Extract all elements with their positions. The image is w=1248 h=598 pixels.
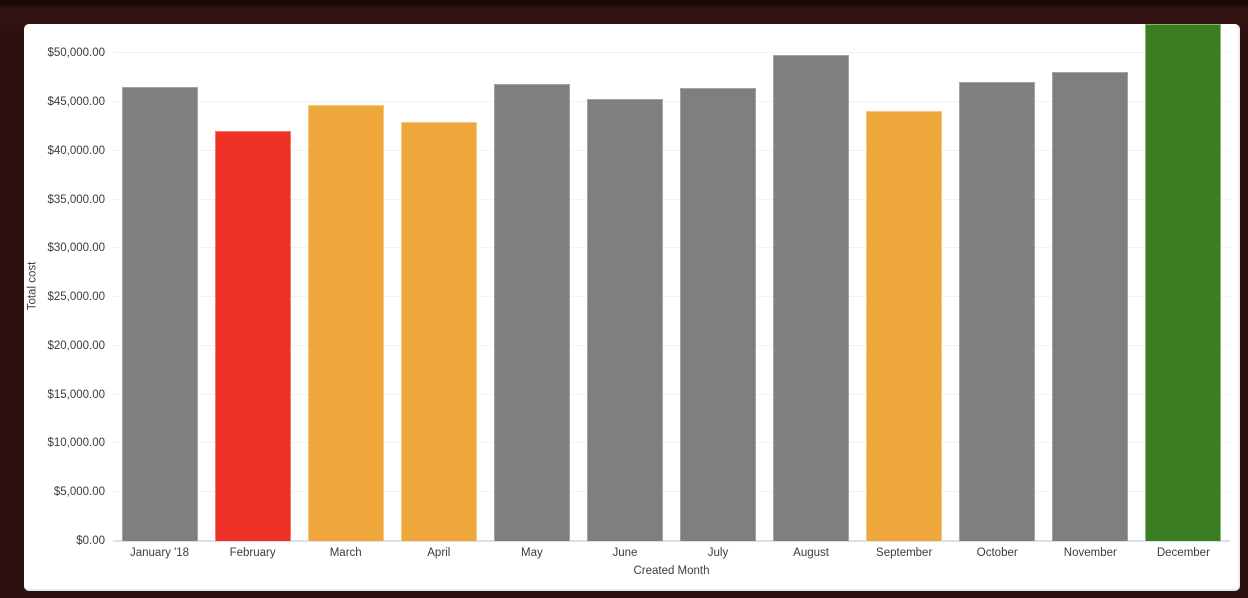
gridline (113, 442, 1230, 444)
x-tick-label: June (612, 547, 638, 559)
gridline (113, 101, 1230, 103)
bar-slot (485, 24, 578, 541)
bar-slot (113, 24, 206, 541)
gridline (113, 149, 1230, 151)
y-tick-label: $40,000.00 (47, 144, 105, 157)
bar-march[interactable] (307, 104, 384, 541)
bar-slot (765, 24, 858, 541)
bar-april[interactable] (400, 121, 477, 541)
bar-september[interactable] (866, 110, 943, 541)
x-tick-label: November (1063, 547, 1117, 559)
y-tick-label: $20,000.00 (47, 339, 105, 352)
bar-october[interactable] (959, 81, 1036, 541)
x-tick-label: October (976, 547, 1018, 559)
x-axis-ticks: January '18 February March April May June July… (113, 547, 1230, 559)
x-tick-label: December (1156, 547, 1210, 559)
y-tick-label: $30,000.00 (47, 242, 105, 255)
bar-slot (858, 24, 951, 541)
x-tick-label: April (427, 547, 451, 559)
bar-slot (206, 24, 299, 541)
gridline (113, 52, 1230, 54)
gridline (113, 491, 1230, 493)
bar-february[interactable] (214, 131, 291, 541)
bars-container (113, 24, 1230, 541)
bar-slot (392, 24, 485, 541)
gridline (113, 247, 1230, 249)
gridline (113, 393, 1230, 395)
x-tick-label: January '18 (129, 547, 190, 559)
y-tick-label: $0.00 (76, 535, 105, 547)
bar-july[interactable] (680, 88, 756, 541)
bar-august[interactable] (773, 55, 850, 541)
x-tick-label: May (520, 547, 543, 559)
x-tick-label: September (876, 547, 933, 559)
bar-june[interactable] (586, 99, 663, 541)
bar-slot (671, 24, 764, 541)
bar-chart: Total cost $0.00 $5,000.00 $10,000.00 $15,0… (24, 24, 1238, 589)
bar-slot (299, 24, 392, 541)
x-axis-baseline (113, 540, 1230, 542)
x-tick-label: August (793, 547, 829, 559)
bar-november[interactable] (1052, 71, 1129, 541)
y-axis-ticks: $0.00 $5,000.00 $10,000.00 $15,000.00 $20,00… (24, 24, 105, 547)
y-tick-label: $15,000.00 (47, 388, 105, 401)
gridline (113, 296, 1230, 298)
bar-may[interactable] (493, 84, 570, 541)
y-tick-label: $10,000.00 (47, 437, 105, 450)
x-tick-label: February (229, 547, 276, 559)
bar-december[interactable] (1145, 24, 1222, 541)
x-axis-title: Created Month (633, 565, 710, 577)
bar-slot (578, 24, 671, 541)
y-tick-label: $45,000.00 (47, 96, 105, 109)
y-tick-label: $5,000.00 (53, 486, 105, 499)
bar-slot (951, 24, 1044, 541)
y-tick-label: $25,000.00 (47, 291, 105, 304)
bar-slot (1137, 24, 1230, 541)
x-tick-label: March (329, 547, 362, 559)
x-tick-label: July (707, 547, 729, 559)
bar-slot (1044, 24, 1137, 541)
gridline (113, 198, 1230, 200)
gridline (113, 344, 1230, 346)
plot-area (113, 24, 1230, 542)
y-tick-label: $50,000.00 (47, 47, 105, 60)
y-tick-label: $35,000.00 (47, 193, 105, 206)
chart-panel: Total cost $0.00 $5,000.00 $10,000.00 $15,0… (24, 24, 1240, 591)
bar-january-18[interactable] (121, 87, 198, 541)
